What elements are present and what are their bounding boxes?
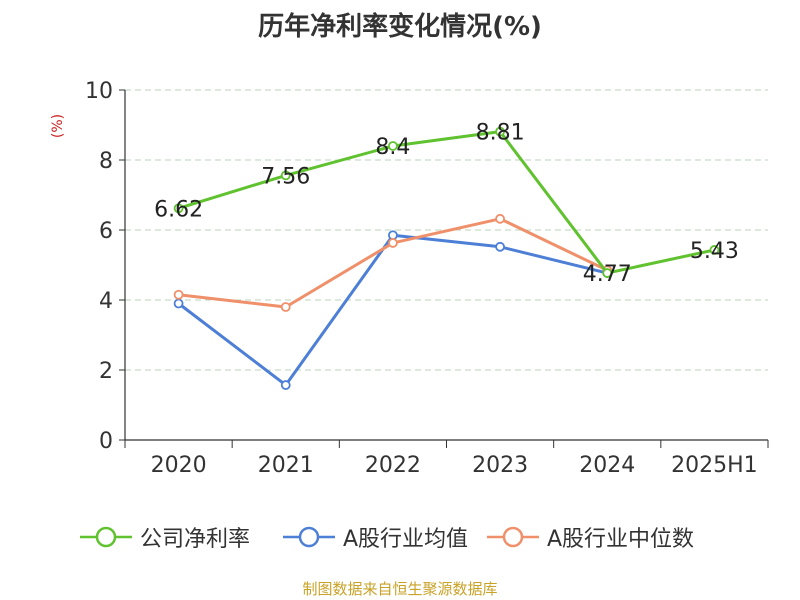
data-point <box>173 298 184 309</box>
x-tick-label: 2022 <box>365 453 421 478</box>
data-point <box>173 289 184 300</box>
data-point <box>388 238 398 248</box>
data-label: 8.81 <box>476 121 525 146</box>
y-tick-label: 8 <box>99 149 113 174</box>
series-line <box>178 130 715 275</box>
data-point <box>280 170 291 181</box>
y-tick-label: 4 <box>99 289 113 314</box>
x-tick-label: 2024 <box>579 453 635 478</box>
data-point <box>280 302 291 312</box>
data-label: 8.4 <box>375 135 410 160</box>
data-point <box>495 213 505 224</box>
legend-line-icon <box>283 526 335 548</box>
data-label: 6.62 <box>154 197 203 222</box>
x-tick-label: 2020 <box>151 453 207 478</box>
legend-label: 公司净利率 <box>140 527 251 552</box>
data-point <box>602 268 613 278</box>
legend-line-icon <box>80 526 132 548</box>
y-tick-label: 0 <box>99 429 113 454</box>
line-chart: 0 2 4 6 8 10 2020 2021 2022 2023 2024 2025H1 6.62 7.… <box>50 79 769 478</box>
legend-label: A股行业中位数 <box>547 527 695 552</box>
y-tick-label: 10 <box>85 79 113 104</box>
data-source-note: 制图数据来自恒生聚源数据库 <box>302 580 498 598</box>
x-tick-label: 2025H1 <box>671 453 758 478</box>
legend-line-icon <box>487 526 539 548</box>
x-tick-label: 2023 <box>472 453 528 478</box>
legend-item[interactable]: 公司净利率 <box>80 520 250 554</box>
y-tick-label: 2 <box>99 359 113 384</box>
chart-title: 历年净利率变化情况(%) <box>258 12 542 42</box>
series-line <box>177 233 608 387</box>
data-point <box>495 126 505 137</box>
legend-item[interactable]: A股行业均值 <box>283 520 468 554</box>
data-point <box>495 241 505 252</box>
x-tick-label: 2021 <box>258 453 314 478</box>
data-label: 4.77 <box>583 262 632 287</box>
data-point <box>388 141 398 151</box>
legend-item[interactable]: A股行业中位数 <box>487 520 694 554</box>
data-point <box>280 380 291 390</box>
chart-legend: 公司净利率 A股行业均值 A股行业中位数 <box>0 520 800 554</box>
y-axis-unit-label: (%) <box>50 114 66 138</box>
data-label: 5.43 <box>690 239 739 264</box>
data-point <box>709 245 720 255</box>
data-point <box>173 203 184 214</box>
legend-label: A股行业均值 <box>343 527 469 552</box>
data-label: 7.56 <box>261 164 310 189</box>
y-tick-label: 6 <box>99 219 113 244</box>
